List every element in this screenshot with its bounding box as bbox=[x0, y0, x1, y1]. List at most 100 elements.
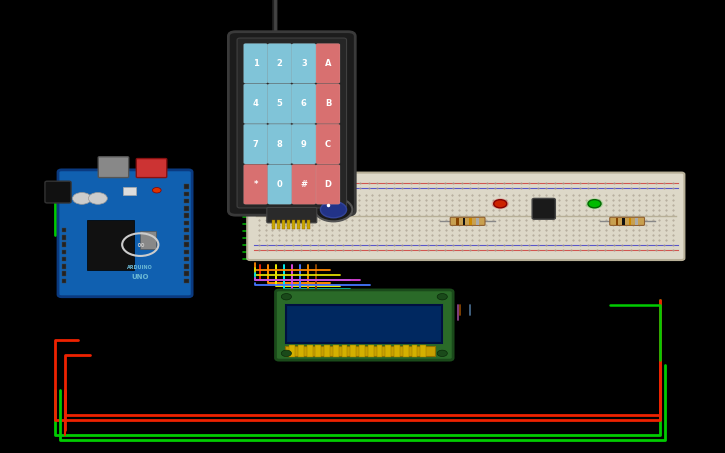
FancyBboxPatch shape bbox=[247, 173, 684, 260]
Text: ∞: ∞ bbox=[136, 240, 144, 250]
Bar bbox=[403, 345, 409, 357]
Bar bbox=[289, 345, 295, 357]
Bar bbox=[333, 345, 339, 357]
Text: 3: 3 bbox=[301, 59, 307, 68]
Bar bbox=[62, 271, 66, 276]
Text: C: C bbox=[325, 140, 331, 149]
FancyBboxPatch shape bbox=[291, 164, 316, 204]
FancyBboxPatch shape bbox=[237, 38, 347, 208]
Bar bbox=[476, 218, 478, 225]
Circle shape bbox=[72, 193, 91, 204]
Bar bbox=[184, 279, 188, 283]
Bar bbox=[287, 220, 290, 229]
Bar bbox=[377, 345, 383, 357]
Text: 5: 5 bbox=[277, 99, 283, 108]
Bar bbox=[282, 220, 285, 229]
Bar bbox=[469, 218, 472, 225]
FancyBboxPatch shape bbox=[610, 217, 645, 226]
Text: UNO: UNO bbox=[131, 274, 149, 280]
Circle shape bbox=[88, 193, 107, 204]
Text: A: A bbox=[325, 59, 331, 68]
Bar bbox=[184, 192, 188, 196]
FancyBboxPatch shape bbox=[268, 164, 291, 204]
Text: 0: 0 bbox=[277, 180, 283, 189]
Circle shape bbox=[315, 198, 352, 222]
FancyBboxPatch shape bbox=[244, 164, 268, 204]
FancyBboxPatch shape bbox=[291, 124, 316, 164]
FancyBboxPatch shape bbox=[244, 124, 268, 164]
Bar bbox=[629, 218, 631, 225]
Text: 8: 8 bbox=[277, 140, 283, 149]
Bar bbox=[456, 218, 459, 225]
FancyBboxPatch shape bbox=[45, 181, 71, 203]
Bar bbox=[184, 242, 188, 247]
FancyBboxPatch shape bbox=[58, 170, 192, 297]
Bar bbox=[307, 345, 312, 357]
FancyBboxPatch shape bbox=[316, 164, 340, 204]
FancyBboxPatch shape bbox=[244, 84, 268, 124]
Bar bbox=[62, 235, 66, 240]
Bar bbox=[324, 345, 330, 357]
FancyBboxPatch shape bbox=[450, 217, 485, 226]
Bar bbox=[298, 345, 304, 357]
Bar bbox=[184, 264, 188, 269]
Bar bbox=[184, 206, 188, 211]
Bar bbox=[302, 220, 305, 229]
Text: *: * bbox=[254, 180, 258, 189]
Circle shape bbox=[281, 350, 291, 357]
Bar bbox=[315, 345, 321, 357]
Text: 9: 9 bbox=[301, 140, 307, 149]
FancyBboxPatch shape bbox=[136, 159, 167, 178]
FancyBboxPatch shape bbox=[268, 84, 291, 124]
Circle shape bbox=[437, 350, 447, 357]
Text: 4: 4 bbox=[253, 99, 259, 108]
Text: 2: 2 bbox=[277, 59, 283, 68]
Text: 1: 1 bbox=[253, 59, 259, 68]
FancyBboxPatch shape bbox=[244, 43, 268, 83]
Bar bbox=[285, 346, 435, 356]
FancyBboxPatch shape bbox=[268, 124, 291, 164]
Bar bbox=[341, 345, 347, 357]
Bar bbox=[62, 250, 66, 254]
FancyBboxPatch shape bbox=[532, 198, 555, 219]
Circle shape bbox=[320, 202, 347, 218]
Text: #: # bbox=[300, 180, 307, 189]
FancyBboxPatch shape bbox=[99, 157, 129, 178]
Bar bbox=[62, 242, 66, 247]
FancyBboxPatch shape bbox=[316, 43, 340, 83]
Bar bbox=[184, 184, 188, 189]
Bar bbox=[292, 220, 295, 229]
FancyBboxPatch shape bbox=[316, 124, 340, 164]
FancyBboxPatch shape bbox=[316, 84, 340, 124]
Bar bbox=[62, 257, 66, 261]
Bar bbox=[184, 257, 188, 261]
Bar bbox=[62, 279, 66, 283]
Text: B: B bbox=[325, 99, 331, 108]
Bar bbox=[184, 228, 188, 232]
Text: 6: 6 bbox=[301, 99, 307, 108]
Bar bbox=[616, 218, 618, 225]
Bar bbox=[359, 345, 365, 357]
FancyBboxPatch shape bbox=[291, 43, 316, 83]
Bar bbox=[463, 218, 465, 225]
FancyBboxPatch shape bbox=[267, 207, 317, 223]
Bar bbox=[140, 231, 156, 249]
Circle shape bbox=[492, 198, 509, 209]
Text: D: D bbox=[325, 180, 331, 189]
Bar bbox=[394, 345, 400, 357]
Bar bbox=[297, 220, 300, 229]
Bar bbox=[184, 199, 188, 203]
Bar bbox=[62, 264, 66, 269]
Bar bbox=[635, 218, 638, 225]
FancyBboxPatch shape bbox=[276, 290, 453, 360]
Bar bbox=[184, 250, 188, 254]
Bar bbox=[184, 221, 188, 225]
Bar bbox=[368, 345, 373, 357]
Bar bbox=[412, 345, 418, 357]
Bar bbox=[350, 345, 356, 357]
FancyBboxPatch shape bbox=[228, 32, 355, 215]
Circle shape bbox=[494, 200, 507, 208]
Bar bbox=[123, 187, 136, 195]
Text: ARDUINO: ARDUINO bbox=[128, 265, 153, 270]
Bar bbox=[87, 220, 134, 270]
